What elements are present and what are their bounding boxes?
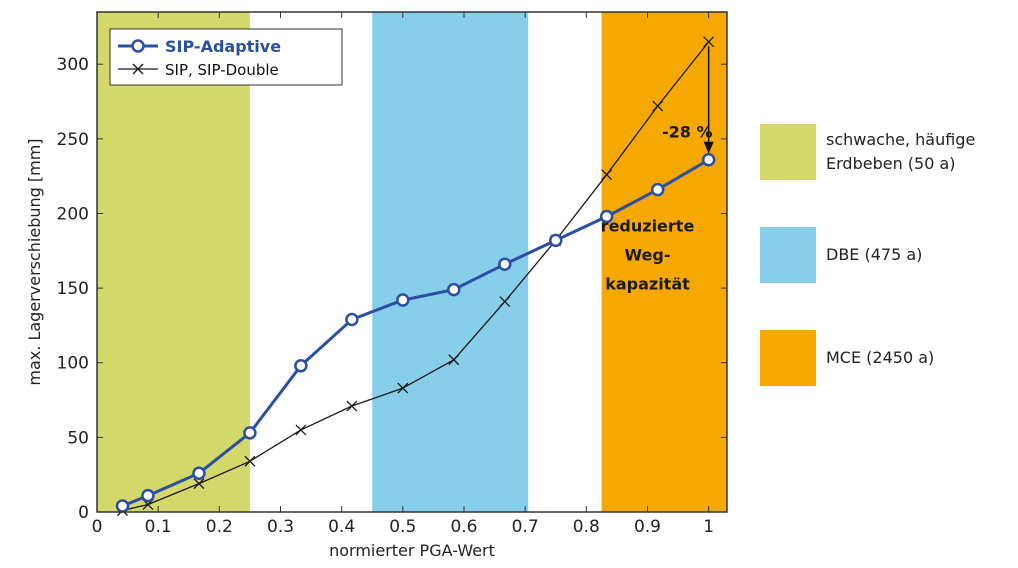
point-sip-adaptive	[701, 153, 716, 167]
y-tick-label: 150	[57, 279, 89, 299]
point-sip-double	[193, 478, 205, 490]
x-tick-label: 0.4	[328, 517, 355, 537]
reduction-arrow-head	[703, 141, 714, 154]
point-sip-adaptive	[599, 209, 614, 224]
reduction-label: -28 %	[662, 122, 713, 141]
point-sip-adaptive	[498, 257, 512, 271]
annotations-layer: -28 % reduzierte Weg-kapazität	[601, 46, 714, 293]
axis-ticks: 0 0.1 0.2 0.3 0.4 0.5 0.6 0.7 0.8 0.9 1 0 50 100 150 20…	[57, 12, 727, 537]
legend-label-sip-double: SIP, SIP-Double	[165, 61, 279, 79]
x-tick-label: 0.8	[573, 517, 600, 537]
x-tick-label: 0.5	[389, 517, 416, 537]
point-sip-double	[652, 100, 664, 112]
point-sip-adaptive	[345, 312, 359, 327]
legend-label-sip-adaptive: SIP-Adaptive	[165, 37, 281, 56]
band-0	[97, 12, 250, 512]
point-sip-adaptive	[294, 358, 308, 373]
y-tick-label: 0	[78, 503, 89, 523]
point-sip-double	[346, 400, 358, 412]
band-legend-label-line: MCE (2450 a)	[826, 348, 935, 367]
capacity-label-line: kapazität	[605, 274, 690, 293]
x-tick-label: 0.3	[267, 517, 294, 537]
band-legend-label-line: Erdbeben (50 a)	[826, 154, 956, 173]
legend: SIP-Adaptive SIP, SIP-Double	[109, 28, 343, 86]
band-legend-label-line: DBE (475 a)	[826, 245, 923, 264]
markers-layer	[115, 153, 716, 513]
x-tick-label: 0.2	[206, 517, 233, 537]
capacity-label-line: reduzierte	[601, 216, 695, 235]
x-tick-label: 0.6	[450, 517, 477, 537]
x-tick-label: 0	[92, 517, 103, 537]
point-sip-adaptive	[115, 499, 130, 513]
point-sip-adaptive	[447, 282, 461, 297]
band-2	[601, 12, 727, 512]
legend-marker-sip-adaptive	[131, 39, 145, 53]
x-tick-label: 0.9	[634, 517, 661, 537]
point-sip-double	[448, 354, 460, 366]
point-sip-adaptive	[192, 466, 206, 480]
point-sip-double	[703, 36, 715, 48]
band-legend-swatch	[760, 330, 816, 386]
capacity-label-line: Weg-	[624, 245, 670, 264]
point-sip-double	[295, 424, 307, 436]
y-tick-label: 200	[57, 204, 89, 224]
x-axis-title: normierter PGA-Wert	[329, 541, 495, 560]
x-tick-label: 1	[703, 517, 714, 537]
point-sip-double	[244, 455, 256, 467]
band-legend-swatch	[760, 227, 816, 283]
point-sip-adaptive	[650, 182, 665, 197]
y-tick-label: 50	[67, 428, 89, 448]
band-legend-label: MCE (2450 a)	[826, 346, 934, 370]
point-sip-adaptive	[396, 293, 410, 307]
y-tick-label: 250	[57, 130, 89, 150]
point-sip-adaptive	[141, 488, 155, 503]
point-sip-adaptive	[548, 233, 563, 248]
plot-frame	[96, 11, 728, 513]
legend-marker-sip-double	[132, 63, 144, 75]
band-legend-label-line: schwache, häufige	[826, 130, 976, 149]
y-axis-title: max. Lagerverschiebung [mm]	[25, 138, 44, 385]
band-legend-swatch	[760, 124, 816, 180]
y-tick-label: 300	[57, 55, 89, 75]
legend-box	[109, 28, 343, 86]
x-tick-label: 0.7	[512, 517, 539, 537]
point-sip-double	[601, 169, 613, 181]
band-legend-label: schwache, häufige Erdbeben (50 a)	[826, 128, 975, 176]
band-legend-label: DBE (475 a)	[826, 243, 922, 267]
point-sip-double	[499, 296, 511, 308]
x-tick-label: 0.1	[145, 517, 172, 537]
point-sip-adaptive	[243, 426, 257, 440]
y-tick-label: 100	[57, 354, 89, 374]
point-sip-double	[397, 382, 409, 394]
